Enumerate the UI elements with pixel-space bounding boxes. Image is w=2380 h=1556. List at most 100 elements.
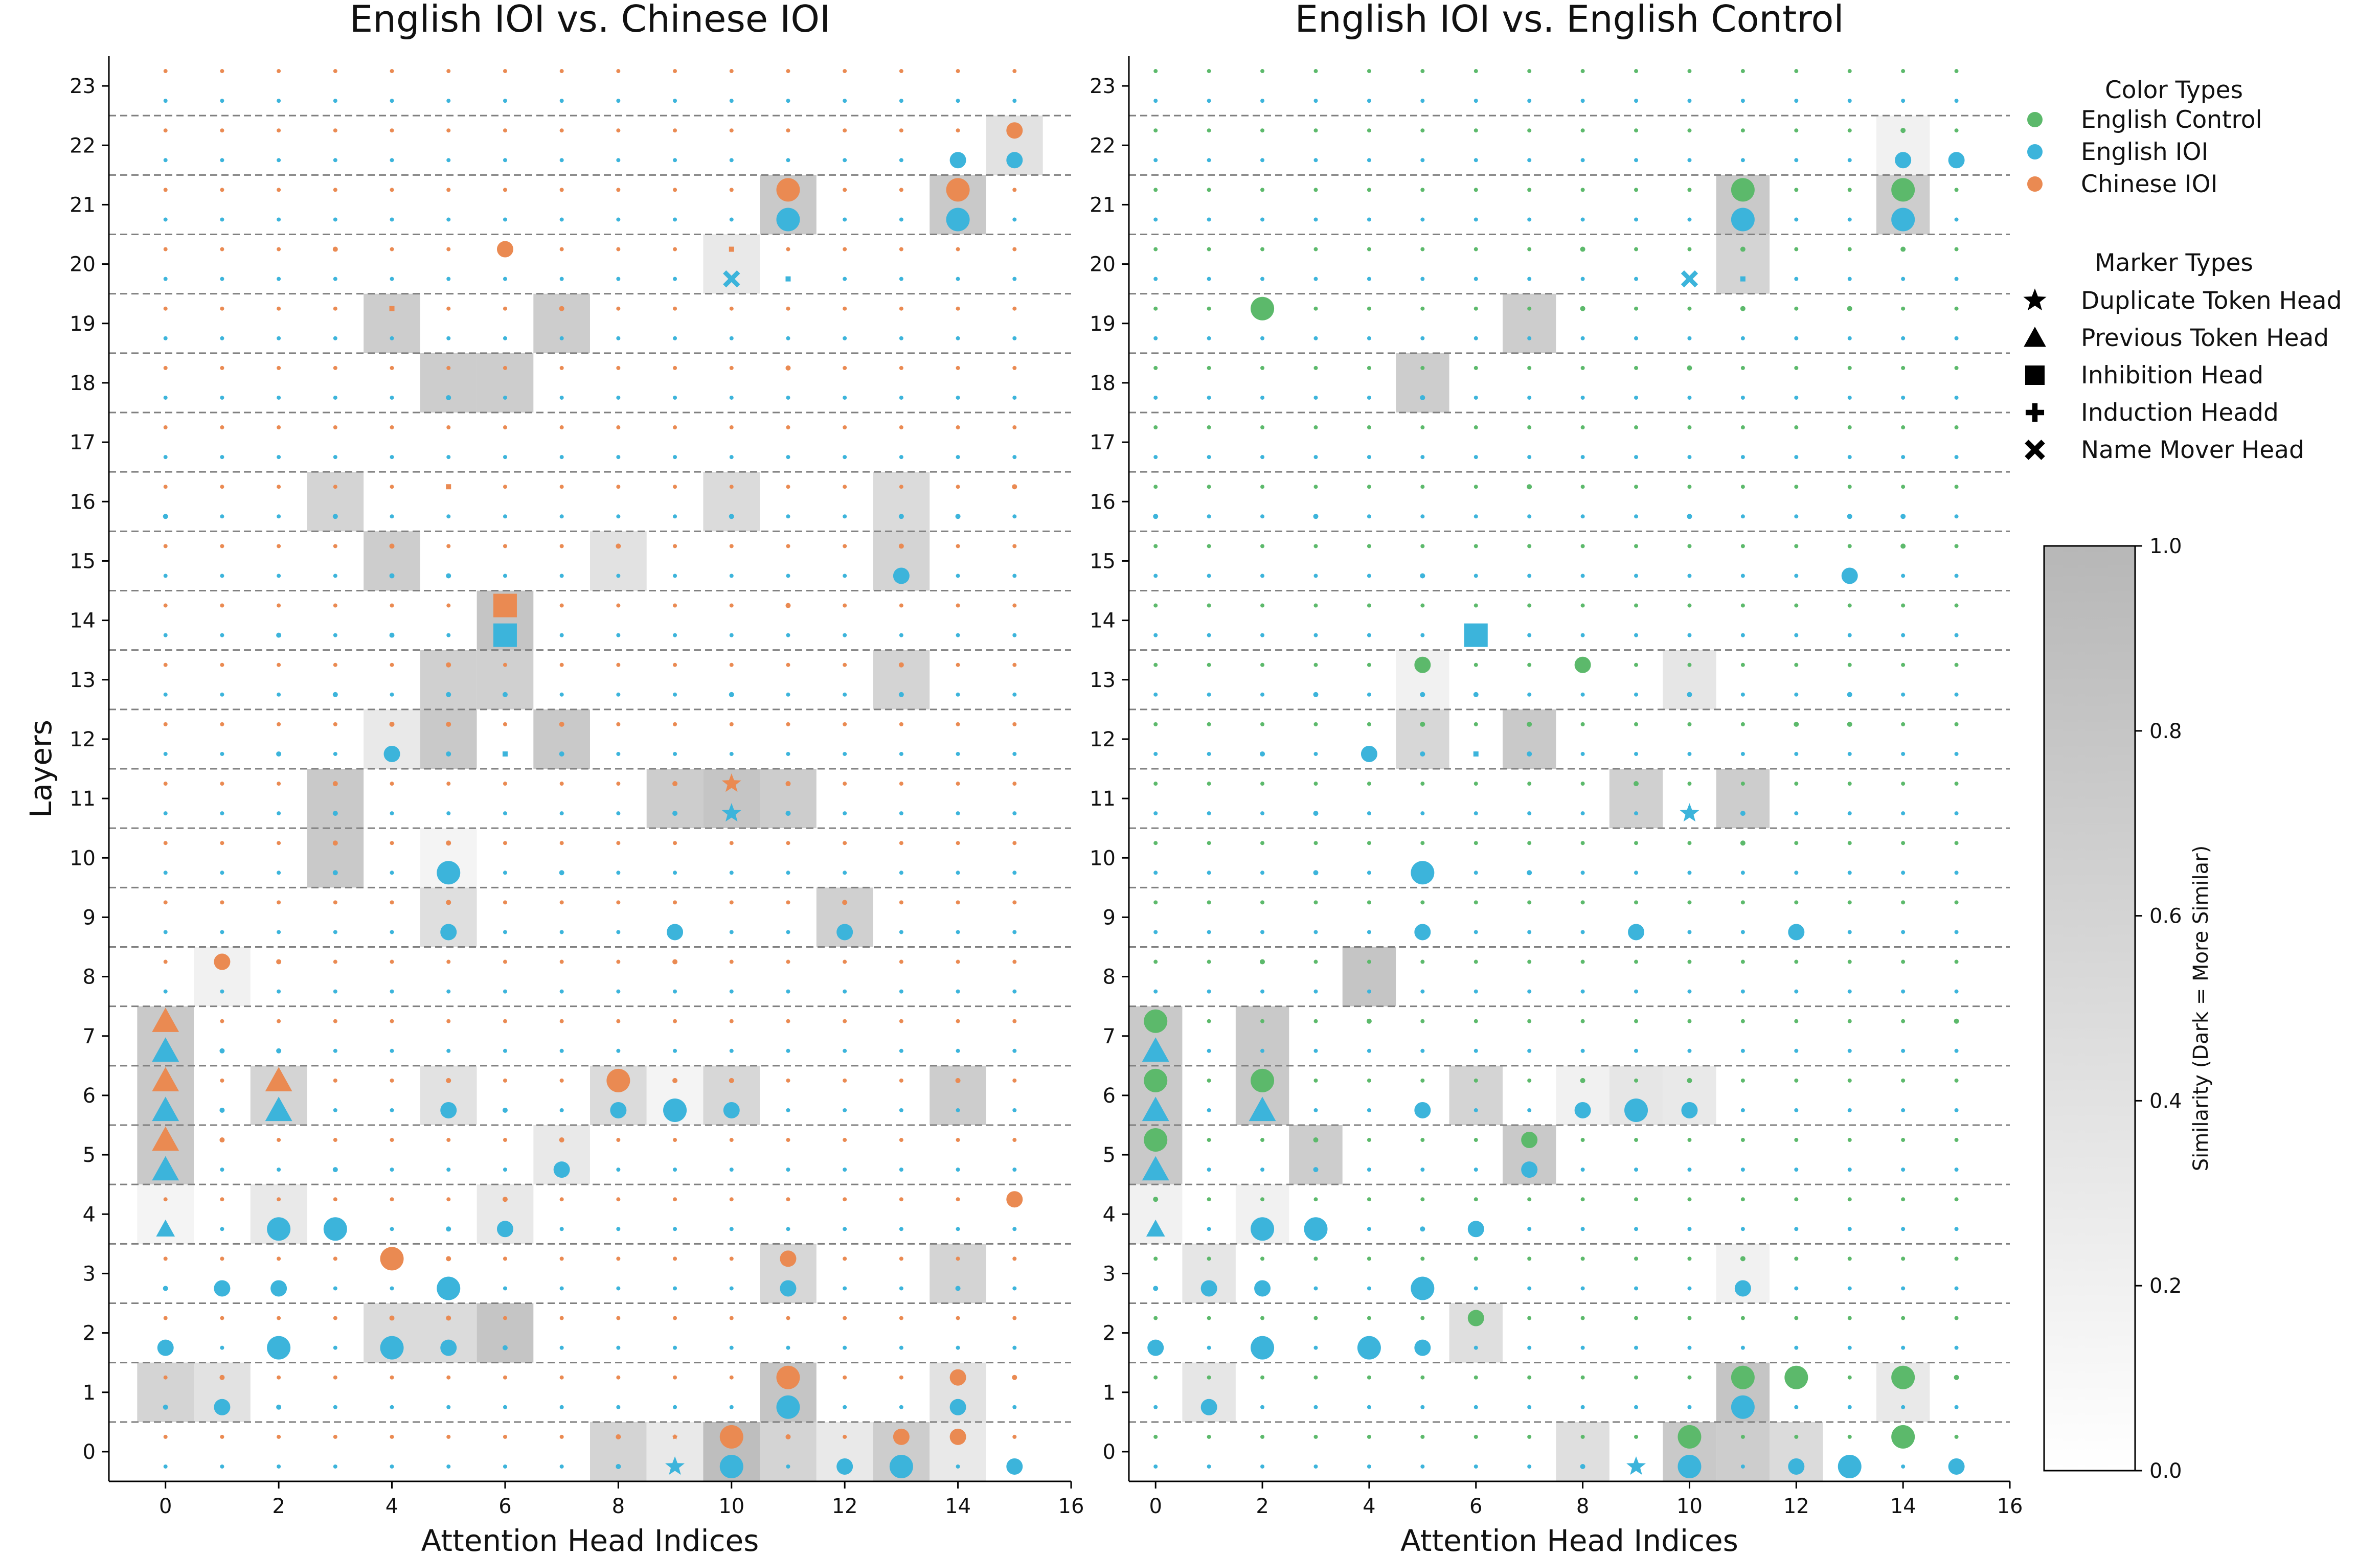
- point: [1901, 900, 1906, 905]
- point: [1367, 841, 1371, 845]
- point: [1580, 1463, 1585, 1469]
- point: [1580, 1345, 1585, 1350]
- point: [843, 1078, 847, 1083]
- point: [220, 306, 224, 311]
- point: [163, 603, 168, 608]
- point: [220, 1197, 224, 1202]
- point: [1012, 841, 1017, 845]
- point: [1473, 751, 1479, 757]
- point: [163, 69, 168, 74]
- point: [616, 811, 621, 816]
- point: [898, 662, 904, 668]
- point: [1687, 1168, 1692, 1172]
- point: [616, 900, 621, 905]
- point: [1580, 246, 1585, 252]
- point: [1954, 782, 1959, 786]
- point: [277, 871, 281, 875]
- point: [1521, 1161, 1538, 1178]
- point: [1260, 1138, 1265, 1142]
- point: [1527, 1434, 1532, 1439]
- point: [842, 900, 848, 905]
- point: [446, 1375, 451, 1380]
- point: [1207, 1048, 1211, 1053]
- point: [277, 1434, 281, 1439]
- y-tick-label: 13: [1090, 669, 1116, 692]
- point: [1153, 277, 1158, 281]
- point: [333, 99, 337, 103]
- point: [446, 633, 451, 637]
- point: [446, 484, 451, 490]
- point: [1012, 1078, 1017, 1083]
- x-tick-label: 14: [945, 1495, 971, 1518]
- point: [390, 395, 394, 400]
- point: [673, 633, 677, 637]
- point: [1687, 574, 1692, 578]
- point: [1740, 871, 1745, 875]
- point: [1628, 924, 1645, 941]
- point: [1146, 1219, 1165, 1237]
- similarity-cell: [703, 234, 760, 294]
- point: [333, 1256, 337, 1261]
- point: [333, 1048, 337, 1053]
- point: [899, 1108, 903, 1112]
- point: [1794, 158, 1799, 163]
- point: [616, 1197, 621, 1202]
- point: [955, 1286, 961, 1291]
- point: [333, 336, 337, 340]
- point: [616, 871, 621, 875]
- point: [1794, 721, 1799, 727]
- point: [332, 246, 338, 252]
- point: [277, 841, 281, 845]
- point: [214, 1399, 231, 1415]
- point: [1527, 1464, 1532, 1469]
- point: [899, 425, 903, 430]
- point: [786, 989, 790, 994]
- point: [1420, 1226, 1425, 1232]
- point: [1687, 1286, 1692, 1291]
- point: [219, 1107, 225, 1113]
- point: [503, 277, 507, 281]
- x-tick-label: 2: [272, 1495, 285, 1518]
- point: [1420, 1048, 1425, 1053]
- point: [446, 365, 451, 370]
- point: [956, 425, 960, 430]
- point: [1740, 1464, 1745, 1469]
- point: [1367, 1227, 1371, 1231]
- point: [1012, 930, 1017, 934]
- colorbar-bar: [2043, 545, 2136, 1472]
- point: [785, 276, 791, 282]
- point: [1580, 188, 1585, 192]
- point: [956, 603, 960, 608]
- point: [1207, 1019, 1211, 1023]
- point: [1901, 455, 1906, 460]
- point: [956, 633, 960, 637]
- point: [1474, 425, 1478, 430]
- point: [333, 1464, 337, 1469]
- legend-marker-circle: [2027, 112, 2043, 127]
- point: [1260, 989, 1265, 994]
- point: [1527, 247, 1532, 251]
- point: [1954, 514, 1959, 519]
- point: [446, 247, 451, 251]
- point: [1153, 930, 1158, 934]
- point: [1634, 871, 1639, 875]
- point: [729, 1256, 734, 1261]
- point: [673, 722, 677, 726]
- point: [1678, 1454, 1702, 1478]
- point: [1411, 1276, 1435, 1300]
- point: [729, 662, 734, 667]
- point: [1012, 1227, 1017, 1231]
- point: [1580, 930, 1585, 934]
- x-tick-label: 8: [1576, 1495, 1589, 1518]
- point: [1420, 365, 1425, 370]
- point: [1420, 514, 1425, 519]
- point: [1740, 662, 1745, 667]
- point: [1367, 158, 1371, 163]
- point: [1367, 692, 1371, 697]
- point: [1207, 544, 1211, 548]
- point: [219, 1375, 225, 1380]
- point: [1740, 959, 1745, 964]
- point: [277, 1019, 281, 1023]
- point: [1313, 1375, 1318, 1380]
